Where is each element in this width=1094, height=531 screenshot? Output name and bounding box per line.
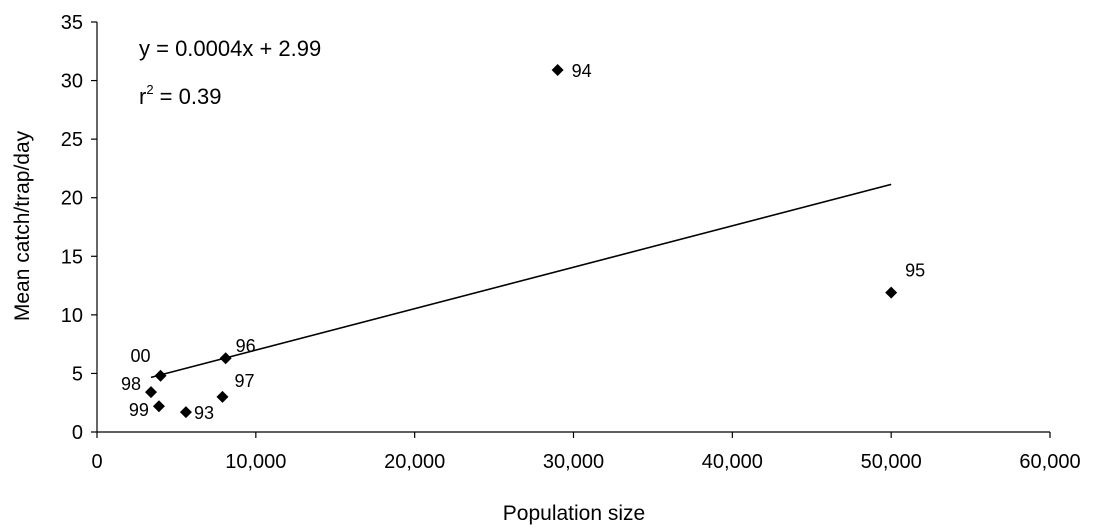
- data-point-label: 98: [121, 374, 141, 394]
- data-point: [885, 286, 898, 299]
- data-point: [219, 352, 232, 365]
- data-point: [216, 390, 229, 403]
- data-point-label: 99: [129, 400, 149, 420]
- data-point-label: 93: [194, 403, 214, 423]
- x-tick-label: 30,000: [543, 451, 604, 473]
- data-point-label: 96: [236, 336, 256, 356]
- r-squared: r2 = 0.39: [139, 82, 221, 109]
- y-tick-label: 30: [61, 71, 83, 93]
- y-ticks: 0 5 10 15 20 25 30 35: [61, 12, 97, 444]
- x-tick-label: 40,000: [702, 451, 763, 473]
- data-point-label: 95: [905, 261, 925, 281]
- data-point: [179, 406, 192, 419]
- y-tick-label: 25: [61, 129, 83, 151]
- x-tick-label: 10,000: [225, 451, 286, 473]
- y-tick-label: 10: [61, 305, 83, 327]
- x-ticks: 0 10,000 20,000 30,000 40,000 50,000 60,000: [91, 432, 1081, 473]
- x-tick-label: 50,000: [861, 451, 922, 473]
- data-point-labels: 93 94 95 96 97 98 99 00: [121, 61, 925, 423]
- regression-annotation: y = 0.0004x + 2.99 r2 = 0.39: [139, 36, 321, 109]
- data-point-label: 97: [234, 371, 254, 391]
- regression-equation: y = 0.0004x + 2.99: [139, 36, 321, 61]
- data-point: [145, 386, 158, 399]
- r-squared-prefix: r: [139, 84, 146, 109]
- data-points: [145, 64, 898, 419]
- data-point: [551, 64, 564, 77]
- x-tick-label: 0: [91, 451, 102, 473]
- data-point-label: 94: [572, 61, 592, 81]
- x-axis-title: Population size: [503, 502, 645, 525]
- data-point: [154, 369, 167, 382]
- x-tick-label: 20,000: [384, 451, 445, 473]
- y-tick-label: 35: [61, 12, 83, 34]
- trendline-line: [150, 183, 892, 379]
- x-tick-label: 60,000: [1019, 451, 1080, 473]
- r-squared-value: = 0.39: [154, 84, 222, 109]
- data-point-label: 00: [131, 346, 151, 366]
- y-tick-label: 0: [72, 422, 83, 444]
- r-squared-exponent: 2: [146, 82, 153, 97]
- y-axis-title: Mean catch/trap/day: [11, 130, 34, 321]
- y-tick-label: 20: [61, 188, 83, 210]
- y-tick-label: 15: [61, 246, 83, 268]
- y-tick-label: 5: [72, 363, 83, 385]
- axes: 0 10,000 20,000 30,000 40,000 50,000 60,000 0 5…: [61, 12, 1081, 473]
- trendline: [150, 183, 892, 379]
- data-point: [152, 400, 165, 413]
